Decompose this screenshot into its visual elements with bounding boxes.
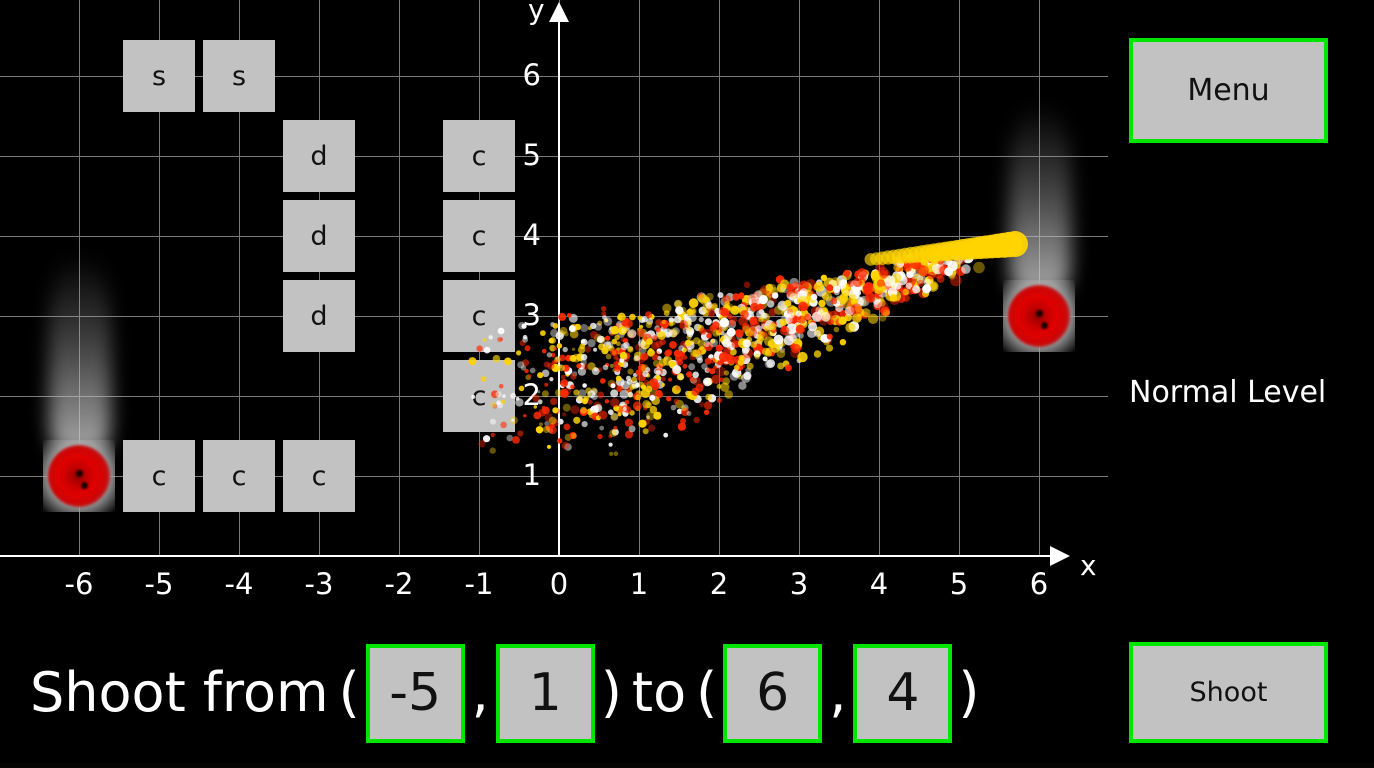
- to-y-input[interactable]: 4: [853, 643, 953, 743]
- prompt-open-paren-1: (: [338, 661, 360, 724]
- grid-line-vertical: [879, 0, 880, 556]
- x-tick-label: 5: [949, 567, 969, 601]
- target-block[interactable]: [43, 254, 115, 512]
- grid-line-vertical: [159, 0, 160, 556]
- x-tick-label: -2: [384, 567, 414, 601]
- smoke-plume: [49, 254, 111, 454]
- game-block-c[interactable]: c: [283, 440, 355, 512]
- y-tick-label: 2: [522, 378, 541, 412]
- prompt-comma-2: ,: [829, 661, 847, 724]
- menu-button-label: Menu: [1187, 73, 1270, 108]
- grid-line-vertical: [399, 0, 400, 556]
- x-tick-label: -3: [304, 567, 334, 601]
- game-block-d[interactable]: d: [283, 280, 355, 352]
- shoot-button-label: Shoot: [1189, 677, 1268, 708]
- y-tick-label: 5: [522, 138, 541, 172]
- game-block-c[interactable]: c: [443, 360, 515, 432]
- from-x-input[interactable]: -5: [365, 643, 465, 743]
- prompt-open-paren-2: (: [696, 661, 718, 724]
- x-tick-label: -1: [464, 567, 494, 601]
- y-axis-label: y: [528, 0, 545, 26]
- game-block-c[interactable]: c: [443, 200, 515, 272]
- game-block-c[interactable]: c: [443, 280, 515, 352]
- y-axis-arrow-icon: [549, 2, 569, 22]
- prompt-comma-1: ,: [471, 661, 489, 724]
- x-tick-label: 2: [709, 567, 729, 601]
- target-core-dot: [1041, 322, 1048, 329]
- game-block-s[interactable]: s: [123, 40, 195, 112]
- grid-line-horizontal: [0, 476, 1108, 477]
- grid-line-vertical: [959, 0, 960, 556]
- prompt-to-text: to: [631, 661, 687, 724]
- game-block-c[interactable]: c: [443, 120, 515, 192]
- smoke-plume: [1009, 104, 1071, 294]
- x-axis-label: x: [1080, 549, 1097, 582]
- game-block-d[interactable]: d: [283, 120, 355, 192]
- grid-line-vertical: [719, 0, 720, 556]
- to-x-value: 6: [756, 663, 790, 723]
- y-tick-label: 1: [522, 458, 541, 492]
- x-axis-arrow-icon: [1050, 546, 1070, 566]
- y-tick-label: 6: [522, 58, 541, 92]
- prompt-close-paren-1: ): [600, 661, 622, 724]
- to-y-value: 4: [886, 663, 920, 723]
- target-block[interactable]: [1003, 104, 1075, 352]
- game-block-d[interactable]: d: [283, 200, 355, 272]
- game-block-c[interactable]: c: [203, 440, 275, 512]
- x-tick-label: -4: [224, 567, 254, 601]
- grid-line-vertical: [319, 0, 320, 556]
- grid-line-horizontal: [0, 156, 1108, 157]
- x-axis-line: [0, 555, 1062, 557]
- game-block-s[interactable]: s: [203, 40, 275, 112]
- menu-button[interactable]: Menu: [1129, 38, 1328, 143]
- from-x-value: -5: [389, 663, 442, 723]
- target-core-dot: [76, 470, 83, 477]
- x-tick-label: 0: [549, 567, 569, 601]
- x-tick-label: -6: [64, 567, 94, 601]
- grid-line-horizontal: [0, 76, 1108, 77]
- to-x-input[interactable]: 6: [723, 643, 823, 743]
- from-y-input[interactable]: 1: [495, 643, 595, 743]
- grid-line-vertical: [239, 0, 240, 556]
- grid-line-horizontal: [0, 396, 1108, 397]
- x-tick-label: 4: [869, 567, 889, 601]
- x-tick-label: 1: [629, 567, 649, 601]
- grid-line-horizontal: [0, 316, 1108, 317]
- grid-line-vertical: [799, 0, 800, 556]
- target-core-dot: [81, 482, 88, 489]
- x-tick-label: 3: [789, 567, 809, 601]
- game-block-c[interactable]: c: [123, 440, 195, 512]
- from-y-value: 1: [528, 663, 562, 723]
- x-tick-label: -5: [144, 567, 174, 601]
- y-tick-label: 3: [522, 298, 541, 332]
- y-tick-label: 4: [522, 218, 541, 252]
- x-tick-label: 6: [1029, 567, 1049, 601]
- prompt-close-paren-2: ): [958, 661, 980, 724]
- grid-line-vertical: [639, 0, 640, 556]
- shot-prompt-bar: Shoot from ( -5 , 1 ) to ( 6 , 4 ): [24, 640, 983, 746]
- shoot-button[interactable]: Shoot: [1129, 642, 1328, 743]
- level-indicator: Normal Level: [1129, 375, 1327, 410]
- target-core-dot: [1036, 310, 1043, 317]
- prompt-lead-text: Shoot from: [30, 661, 329, 724]
- y-axis-line: [558, 22, 560, 556]
- bottom-edge-strip: [0, 763, 1374, 768]
- grid-line-vertical: [479, 0, 480, 556]
- grid-line-horizontal: [0, 236, 1108, 237]
